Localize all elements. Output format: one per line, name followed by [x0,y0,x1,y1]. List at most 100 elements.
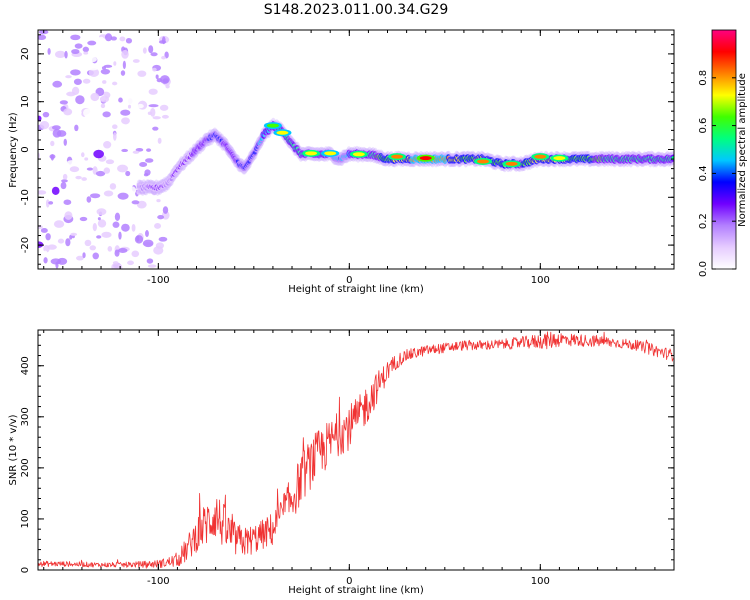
noise-speckle [38,241,44,248]
noise-speckle [142,47,147,54]
snr-series-line [38,331,674,569]
noise-speckle [96,235,102,239]
snr-ylabel: SNR (10 * v/v) [8,414,19,485]
noise-speckle [112,221,120,228]
y-tick-label: 0 [20,146,31,152]
noise-speckle [81,177,88,181]
noise-speckle [110,36,117,41]
noise-speckle [162,78,169,83]
colorbar-tick-label: 0.8 [698,70,709,86]
noise-speckle [102,80,107,84]
noise-speckle [82,78,91,84]
noise-speckle [161,114,169,119]
colorbar-tick-label: 0.0 [698,261,709,277]
noise-speckle [152,67,157,72]
noise-speckle [137,103,144,109]
noise-speckle [157,214,165,220]
noise-speckle [65,238,71,247]
noise-speckle [140,219,145,229]
noise-speckle [95,170,106,177]
noise-speckle [41,41,45,47]
noise-speckle [93,149,105,159]
noise-speckle [52,80,63,88]
noise-speckle [38,142,42,147]
hot-spot-core [305,151,318,156]
noise-speckle [107,246,113,252]
noise-speckle [47,47,51,55]
noise-speckle [59,100,68,105]
noise-speckle [131,200,140,205]
noise-speckle [74,43,83,49]
x-tick-label: 0 [346,275,352,286]
noise-speckle [145,158,154,163]
noise-speckle [38,34,47,40]
noise-speckle [149,201,157,208]
noise-speckle [119,36,126,42]
noise-speckle [66,160,78,167]
noise-speckle [127,186,137,195]
noise-speckle [117,164,128,173]
noise-speckle [121,117,130,125]
noise-speckle [51,186,60,196]
noise-speckle [90,92,100,102]
noise-speckle [132,150,140,154]
noise-speckle [47,244,57,250]
noise-speckle [101,66,107,70]
noise-speckle [87,65,99,71]
noise-speckle [123,96,134,105]
noise-speckle [118,248,128,253]
noise-speckle [156,78,163,83]
snr-frame [37,329,675,571]
noise-speckle [139,162,148,167]
hot-spot-core [419,156,432,161]
spectrogram-xlabel: Height of straight line (km) [288,284,424,295]
x-tick-label: -100 [147,275,170,286]
noise-speckle [136,78,144,84]
noise-speckle [161,55,166,60]
noise-speckle [127,260,134,266]
noise-speckle [159,104,169,111]
noise-speckle [84,114,94,119]
hot-spot-core [477,159,490,164]
noise-speckle [88,68,100,77]
snr-axes: -100 0 100 0 100 200 300 400 [20,330,675,587]
noise-speckles [38,30,171,269]
noise-speckle [148,45,154,54]
noise-speckle [137,70,147,77]
noise-speckle [150,152,158,159]
noise-speckle [104,33,113,42]
hot-spot-core [534,154,547,159]
noise-speckle [45,199,50,208]
noise-speckle [81,152,85,158]
spectrogram-heatmap [38,30,674,269]
noise-speckle [51,125,61,130]
noise-speckle [40,227,48,233]
noise-speckle [152,126,159,131]
noise-speckle [70,232,78,236]
noise-speckle [114,249,120,257]
noise-speckle [100,68,111,75]
noise-speckle [117,50,121,55]
y-tick-label: 100 [20,509,31,528]
noise-speckle [100,103,106,109]
x-tick-label: 0 [346,576,352,587]
noise-speckle [157,137,162,144]
noise-speckle [43,250,48,256]
noise-speckle [112,81,118,86]
noise-speckle [103,141,112,149]
noise-speckle [64,50,68,59]
noise-speckle [43,257,48,264]
noise-speckle [127,104,132,109]
noise-speckle [60,181,67,190]
noise-speckle [50,258,62,265]
noise-speckle [123,240,131,247]
noise-speckle [158,40,167,44]
noise-speckle [74,124,79,132]
noise-speckle [39,48,46,52]
noise-speckle [150,216,156,225]
noise-speckle [135,212,140,218]
noise-speckle [97,219,107,228]
noise-speckle [63,108,73,116]
noise-speckle [112,132,117,141]
